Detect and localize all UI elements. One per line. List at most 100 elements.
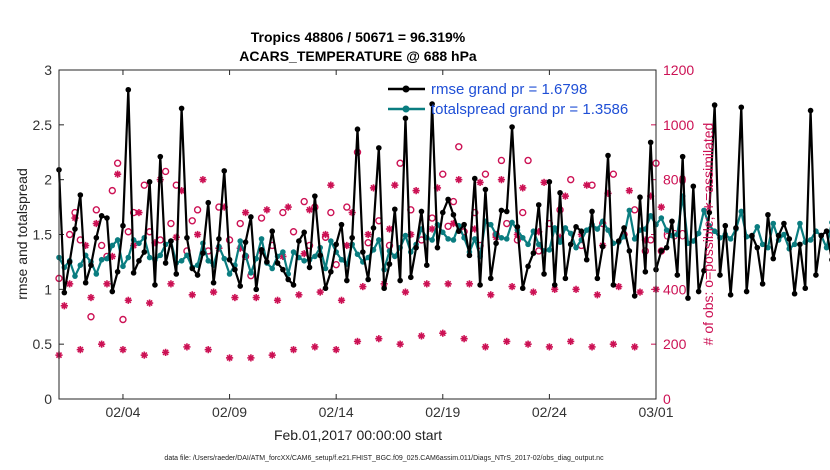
x-axis-label: Feb.01,2017 00:00:00 start: [274, 427, 442, 443]
rmse-point: [333, 241, 339, 248]
rmse-point: [781, 220, 787, 227]
rmse-point: [141, 249, 148, 255]
obs-assimilated-point: [375, 335, 383, 343]
obs-assimilated-point: [423, 280, 431, 288]
rmse-point: [669, 218, 675, 225]
obs-assimilated-stroke: [423, 280, 430, 287]
rmse-point: [61, 289, 68, 296]
obs-assimilated-point: [631, 343, 639, 351]
rmse-point: [578, 228, 585, 235]
obs-assimilated-stroke: [572, 286, 580, 293]
obs-possible-point: [439, 170, 447, 178]
obs-assimilated-stroke: [413, 187, 420, 194]
rmse-point: [439, 209, 446, 216]
rmse-point: [72, 226, 78, 232]
obs-assimilated-stroke: [306, 206, 313, 213]
rmse-point: [120, 222, 126, 229]
y-tick-label-left: 0.5: [33, 336, 53, 352]
obs-assimilated-point: [284, 203, 292, 211]
obs-assimilated-stroke: [167, 280, 175, 287]
y-tick-label-left: 1.5: [33, 227, 53, 243]
obs-assimilated-point: [444, 280, 452, 288]
obs-assimilated-stroke: [242, 209, 249, 216]
rmse-point: [621, 225, 627, 231]
x-tick-label: 02/19: [425, 404, 460, 420]
y-axis-label-left: rmse and totalspread: [14, 168, 30, 300]
obs-assimilated-stroke: [226, 354, 233, 361]
obs-possible-point: [481, 170, 490, 178]
obs-assimilated-stroke: [658, 203, 665, 211]
obs-assimilated-stroke: [354, 338, 361, 345]
rmse-point: [194, 272, 201, 278]
obs-assimilated-point: [476, 178, 484, 187]
totalspread-point: [221, 255, 228, 262]
y-axis-label-right: # of obs: o=possible; ∗=assimilated: [700, 123, 716, 346]
x-tick-label: 02/14: [319, 404, 354, 420]
totalspread-point: [770, 220, 777, 227]
rmse-point: [104, 215, 110, 221]
obs-assimilated-stroke: [455, 176, 462, 183]
obs-assimilated-stroke: [269, 352, 276, 359]
totalspread-point: [429, 237, 435, 243]
obs-assimilated-point: [231, 293, 239, 302]
rmse-point: [679, 153, 686, 160]
rmse-point: [216, 236, 222, 242]
obs-assimilated-stroke: [487, 291, 494, 298]
totalspread-point: [301, 258, 307, 264]
totalspread-point: [338, 256, 345, 263]
rmse-point: [365, 276, 371, 283]
obs-assimilated-point: [636, 288, 644, 296]
obs-assimilated-point: [87, 293, 95, 302]
obs-assimilated-point: [524, 340, 532, 348]
totalspread-point: [626, 207, 633, 214]
obs-assimilated-stroke: [189, 291, 196, 298]
rmse-point: [66, 259, 73, 265]
rmse-point: [381, 285, 387, 292]
totalspread-point: [312, 253, 318, 260]
obs-assimilated-stroke: [135, 209, 143, 216]
totalspread-point: [77, 262, 84, 269]
totalspread-point: [487, 221, 494, 228]
rmse-point: [482, 186, 489, 193]
rmse-point: [77, 192, 84, 198]
obs-possible-point: [140, 181, 148, 189]
obs-possible-point: [87, 313, 95, 321]
rmse-point: [274, 260, 281, 266]
rmse-point: [269, 228, 276, 235]
totalspread-point: [354, 251, 361, 258]
obs-possible-point: [455, 143, 463, 151]
obs-assimilated-point: [359, 282, 367, 291]
totalspread-point: [328, 238, 334, 244]
rmse-point: [813, 272, 819, 278]
obs-possible-point: [129, 208, 138, 217]
totalspread-point: [690, 238, 697, 244]
obs-assimilated-point: [551, 285, 559, 293]
rmse-point: [344, 277, 350, 284]
x-tick-label: 02/04: [105, 404, 140, 420]
totalspread-point: [498, 234, 505, 241]
obs-assimilated-stroke: [588, 343, 596, 351]
y-tick-label-right: 200: [663, 336, 687, 352]
obs-assimilated-stroke: [583, 182, 590, 189]
rmse-point: [280, 266, 286, 273]
y-tick-label-left: 2.5: [33, 117, 53, 133]
rmse-point: [759, 281, 766, 287]
totalspread-point: [120, 263, 126, 270]
obs-possible-point: [497, 156, 506, 165]
obs-assimilated-point: [98, 340, 106, 348]
rmse-point: [189, 265, 196, 272]
obs-assimilated-point: [428, 225, 436, 233]
obs-assimilated-stroke: [626, 187, 633, 194]
obs-possible-point: [236, 219, 244, 228]
rmse-point: [317, 252, 323, 259]
totalspread-point: [146, 254, 153, 261]
obs-assimilated-point: [60, 302, 68, 310]
obs-assimilated-point: [204, 346, 212, 354]
totalspread-point: [248, 270, 254, 276]
obs-assimilated-stroke: [194, 231, 201, 238]
obs-assimilated-point: [503, 337, 511, 346]
obs-assimilated-stroke: [445, 280, 452, 287]
obs-assimilated-stroke: [119, 346, 127, 353]
totalspread-point: [439, 229, 446, 236]
obs-assimilated-stroke: [365, 231, 372, 238]
